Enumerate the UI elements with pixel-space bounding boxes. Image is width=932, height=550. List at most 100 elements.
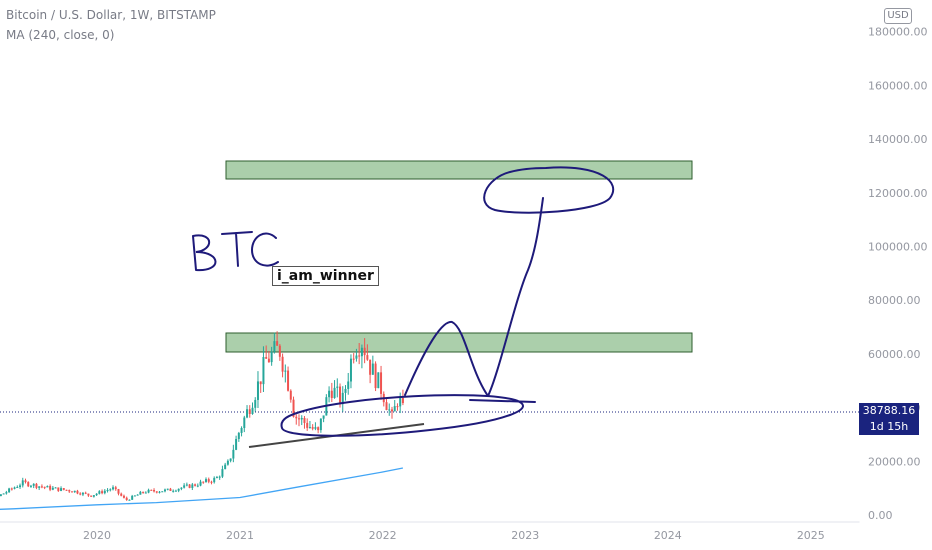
- candle-body: [38, 486, 41, 488]
- time-axis[interactable]: 2020 2021 2022 2023 2024 2025: [83, 529, 825, 542]
- candle-body: [40, 486, 43, 488]
- candle-body: [344, 388, 347, 393]
- candle-body: [205, 479, 208, 482]
- candle-body: [51, 487, 54, 490]
- price-axis[interactable]: 0.0020000.0040000.0060000.0080000.001000…: [868, 26, 928, 522]
- freehand-drawings[interactable]: [192, 166, 615, 437]
- drawing-baseline: [469, 399, 536, 403]
- drawing-ellipse-lower: [280, 394, 524, 437]
- candle-body: [229, 458, 232, 461]
- countdown-label: 1d 15h: [859, 419, 919, 435]
- candle-body: [306, 422, 309, 428]
- candle-body: [166, 488, 169, 490]
- candle-body: [57, 487, 60, 491]
- candle-body: [87, 493, 90, 496]
- candle-body: [101, 491, 104, 494]
- candle-body: [267, 358, 270, 363]
- candle-body: [194, 484, 197, 486]
- resistance-zone-upper[interactable]: [225, 160, 693, 180]
- resistance-zone-lower[interactable]: [225, 332, 693, 353]
- candle-body: [54, 487, 57, 489]
- candle-body: [322, 415, 325, 419]
- price-tick-label: 140000.00: [868, 133, 928, 146]
- candle-body: [155, 491, 158, 493]
- candle-body: [150, 489, 153, 491]
- candle-body: [388, 409, 391, 411]
- price-tick-label: 0.00: [868, 509, 893, 522]
- candle-body: [13, 487, 16, 489]
- candle-body: [360, 347, 363, 357]
- time-tick-label: 2021: [226, 529, 254, 542]
- indicator-label[interactable]: MA (240, close, 0): [6, 28, 115, 42]
- candle-body: [32, 483, 35, 486]
- candle-body: [352, 358, 355, 360]
- candle-body: [136, 494, 139, 496]
- candle-body: [336, 386, 339, 388]
- candle-body: [289, 390, 292, 400]
- candle-body: [98, 491, 101, 494]
- candle-body: [251, 407, 254, 414]
- currency-badge[interactable]: USD: [884, 8, 912, 24]
- candle-body: [390, 409, 393, 412]
- candle-body: [281, 356, 284, 372]
- candle-body: [177, 488, 180, 491]
- candle-body: [24, 480, 27, 483]
- candle-body: [237, 432, 240, 439]
- candle-body: [256, 381, 259, 400]
- candle-body: [183, 485, 186, 488]
- price-tick-label: 120000.00: [868, 187, 928, 200]
- candle-body: [5, 492, 8, 494]
- candle-body: [232, 449, 235, 459]
- candle-body: [270, 351, 273, 363]
- candle-body: [399, 398, 402, 407]
- candle-body: [62, 488, 65, 490]
- candle-body: [19, 485, 22, 488]
- ma-line[interactable]: [0, 467, 404, 511]
- drawing-letter-c: [250, 232, 279, 267]
- candle-body: [347, 381, 350, 389]
- candle-body: [84, 492, 87, 494]
- candle-body: [265, 357, 268, 359]
- candle-body: [10, 488, 13, 490]
- candle-body: [196, 485, 199, 487]
- candle-body: [284, 370, 287, 372]
- candle-body: [210, 481, 213, 483]
- time-tick-label: 2025: [797, 529, 825, 542]
- candle-body: [369, 359, 372, 375]
- time-tick-label: 2022: [369, 529, 397, 542]
- candle-body: [161, 491, 164, 493]
- candle-body: [396, 406, 399, 408]
- candle-body: [377, 372, 380, 389]
- candle-body: [27, 482, 30, 487]
- candle-body: [401, 398, 404, 404]
- candle-body: [308, 427, 311, 429]
- candle-body: [76, 490, 79, 494]
- candle-body: [35, 483, 38, 488]
- candle-body: [49, 486, 52, 490]
- drawing-letter-b: [192, 234, 217, 272]
- note-label[interactable]: i_am_winner: [272, 266, 379, 286]
- candle-body: [235, 438, 238, 450]
- candle-body: [106, 490, 109, 492]
- candle-body: [393, 406, 396, 412]
- candle-body: [202, 481, 205, 483]
- price-tick-label: 60000.00: [868, 348, 921, 361]
- candle-body: [371, 363, 374, 375]
- candle-body: [218, 476, 221, 478]
- candle-body: [139, 491, 142, 495]
- candle-body: [109, 489, 112, 491]
- candle-body: [303, 417, 306, 423]
- drawing-up-stroke: [487, 197, 544, 397]
- candle-body: [188, 484, 191, 488]
- candle-body: [278, 345, 281, 357]
- price-tick-label: 20000.00: [868, 455, 921, 468]
- candle-body: [215, 477, 218, 479]
- price-tick-label: 180000.00: [868, 26, 928, 39]
- candle-body: [358, 355, 361, 357]
- candle-body: [114, 487, 117, 490]
- candle-body: [292, 399, 295, 417]
- candle-body: [213, 477, 216, 483]
- candle-body: [319, 418, 322, 431]
- candle-body: [60, 488, 63, 491]
